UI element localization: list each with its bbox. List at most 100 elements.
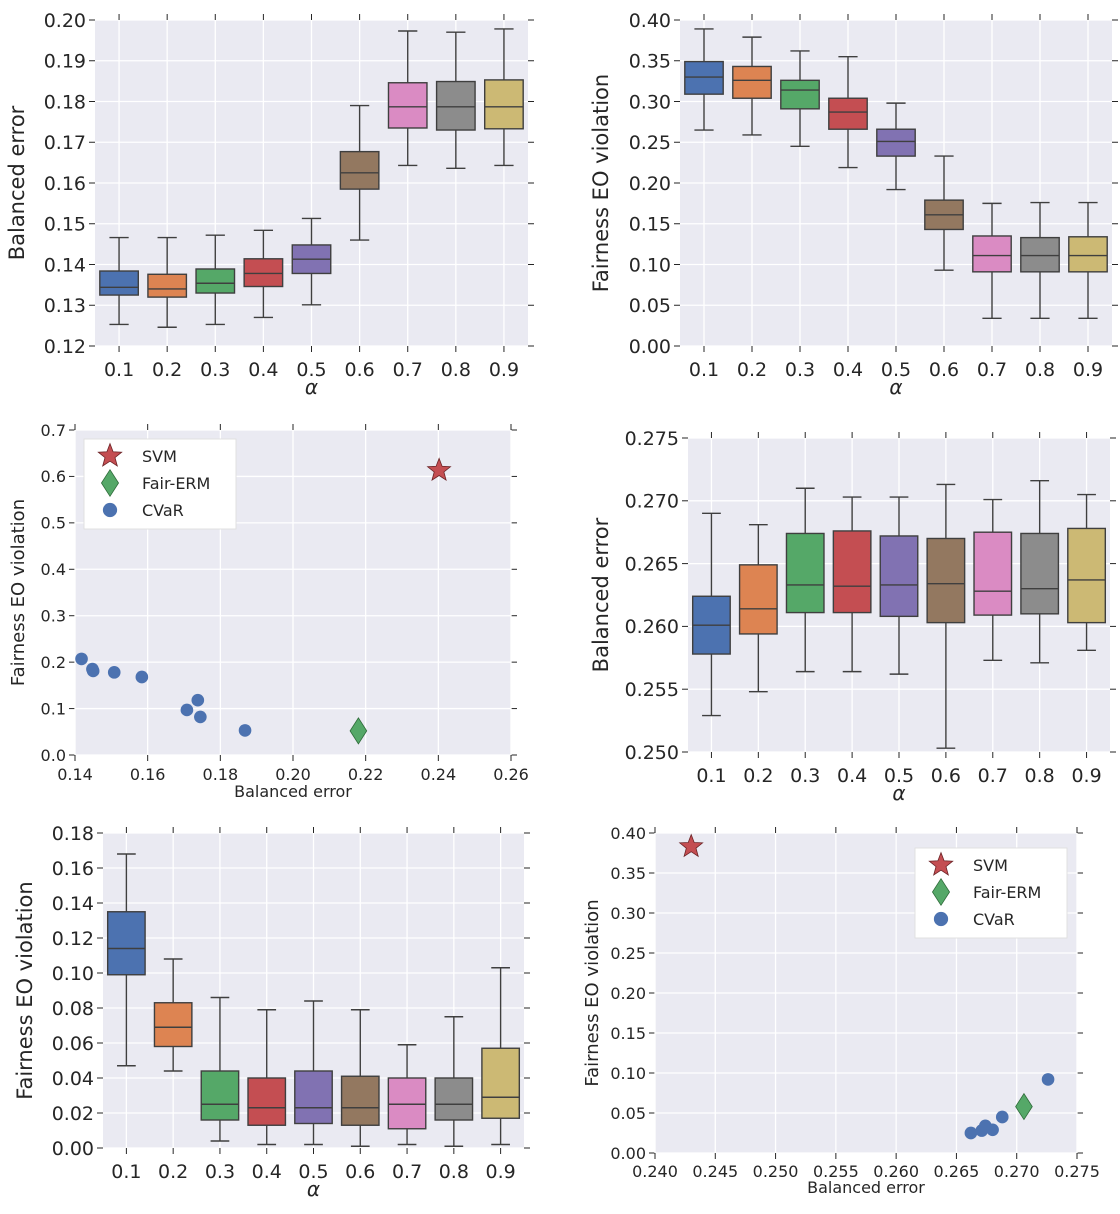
box-0.5 <box>291 217 332 306</box>
legend-marker-svm <box>97 442 123 467</box>
box-body <box>738 564 778 635</box>
box-0.2 <box>147 236 188 328</box>
x-axis-label: α <box>307 1177 320 1201</box>
x-axis-label: Balanced error <box>807 1178 925 1197</box>
data-point <box>194 710 207 724</box>
box-0.8 <box>435 31 476 170</box>
box-0.4 <box>243 229 284 319</box>
data-point <box>349 717 368 745</box>
box-0.9 <box>1068 201 1108 319</box>
series-svm <box>678 833 704 858</box>
y-tick-label: 0.00 <box>629 336 671 358</box>
x-tick-label: 0.1 <box>689 359 719 381</box>
box-body <box>879 535 919 618</box>
x-tick-label: 0.24 <box>421 765 457 784</box>
x-tick-label: 0.8 <box>1025 359 1055 381</box>
box-0.8 <box>434 1016 474 1147</box>
chart-panel-2: 0.00 0.05 0.10 0.15 0.20 0.25 0.30 0.35 0.40 0.1 0… <box>589 10 1118 399</box>
data-point <box>238 724 252 737</box>
box-body <box>387 1077 427 1130</box>
y-tick-label: 0.25 <box>610 944 646 963</box>
box-body <box>832 530 872 614</box>
box-body <box>153 1002 193 1048</box>
chart-panel-3: 0.0 0.1 0.2 0.3 0.4 0.5 0.6 0.7 0.14 0.16 0.18 0.20… <box>8 421 529 801</box>
data-point <box>678 833 704 858</box>
x-tick-label: 0.22 <box>348 765 384 784</box>
legend-marker-fair-erm <box>931 877 951 907</box>
box-0.3 <box>195 234 236 326</box>
data-point <box>995 1110 1009 1124</box>
y-axis-label: Fairness EO violation <box>8 499 29 686</box>
y-tick-label: 0.04 <box>52 1068 94 1090</box>
box-0.9 <box>484 28 524 167</box>
box-0.4 <box>828 55 868 169</box>
box-0.7 <box>973 498 1013 662</box>
y-tick-label: 0.10 <box>629 254 671 276</box>
y-tick-label: 0.16 <box>44 173 86 195</box>
legend-label: Fair-ERM <box>973 883 1041 902</box>
y-tick-label: 0.16 <box>52 858 94 880</box>
data-point <box>964 1126 978 1140</box>
box-body <box>926 537 966 624</box>
y-tick-label: 0.19 <box>44 51 86 73</box>
box-body <box>99 270 139 296</box>
x-axis-label: Balanced error <box>234 782 352 801</box>
y-tick-label: 0.20 <box>629 173 671 195</box>
data-point <box>426 457 452 482</box>
x-tick-label: 0.14 <box>57 765 93 784</box>
box-0.2 <box>153 958 193 1072</box>
y-tick-label: 0.265 <box>625 553 679 575</box>
x-tick-label: 0.7 <box>978 765 1008 787</box>
x-tick-label: 0.2 <box>152 359 182 381</box>
y-tick-label: 0.35 <box>629 51 671 73</box>
x-tick-label: 0.7 <box>392 1161 422 1183</box>
box-0.2 <box>738 523 778 693</box>
y-tick-label: 0.270 <box>625 491 679 513</box>
y-tick-label: 0.260 <box>625 616 679 638</box>
box-0.1 <box>99 236 139 326</box>
box-body <box>785 532 825 614</box>
series-cvar <box>75 652 252 737</box>
x-tick-label: 0.4 <box>833 359 863 381</box>
box-0.6 <box>340 1009 380 1147</box>
x-tick-label: 0.255 <box>813 1162 859 1181</box>
x-tick-label: 0.8 <box>441 359 471 381</box>
y-tick-label: 0.18 <box>44 91 86 113</box>
box-body <box>387 82 428 129</box>
x-tick-label: 0.3 <box>200 359 230 381</box>
y-tick-label: 0.7 <box>41 421 66 440</box>
box-0.9 <box>1067 493 1107 651</box>
y-tick-label: 0.05 <box>629 295 671 317</box>
box-0.3 <box>200 996 240 1142</box>
box-body <box>972 235 1012 273</box>
x-tick-label: 0.6 <box>345 359 375 381</box>
legend: SVM Fair-ERM CVaR <box>914 847 1068 939</box>
legend-label: CVaR <box>973 910 1015 929</box>
y-tick-label: 0.40 <box>629 10 671 32</box>
y-tick-label: 0.1 <box>41 699 66 718</box>
x-tick-label: 0.2 <box>158 1161 188 1183</box>
box-body <box>481 1047 521 1119</box>
data-point <box>75 652 88 666</box>
y-tick-label: 0.4 <box>41 560 66 579</box>
y-tick-label: 0.6 <box>41 467 66 486</box>
y-tick-label: 0.255 <box>625 679 679 701</box>
x-tick-label: 0.9 <box>489 359 519 381</box>
box-0.1 <box>684 28 724 131</box>
y-axis-label: Fairness EO violation <box>582 899 603 1086</box>
y-tick-label: 0.25 <box>629 132 671 154</box>
x-tick-label: 0.270 <box>994 1162 1040 1181</box>
data-point <box>1041 1073 1055 1086</box>
y-tick-label: 0.08 <box>52 998 94 1020</box>
data-point <box>180 703 194 717</box>
y-tick-label: 0.12 <box>44 336 86 358</box>
x-tick-label: 0.3 <box>790 765 820 787</box>
legend: SVM Fair-ERM CVaR <box>83 438 237 530</box>
box-0.8 <box>1020 201 1060 319</box>
y-tick-label: 0.30 <box>610 904 646 923</box>
x-tick-label: 0.1 <box>696 765 726 787</box>
y-tick-label: 0.17 <box>44 132 86 154</box>
x-tick-label: 0.7 <box>393 359 423 381</box>
x-axis-label: α <box>889 375 902 399</box>
box-0.3 <box>780 50 820 148</box>
